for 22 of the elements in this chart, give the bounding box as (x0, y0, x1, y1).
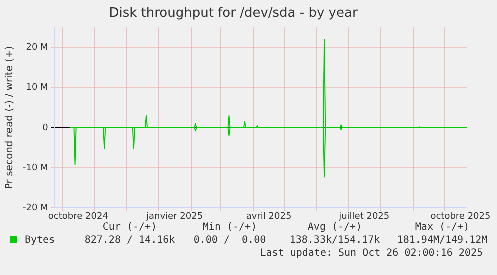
y-tick-label: 0 (42, 123, 49, 134)
legend-label: Bytes (24, 235, 56, 246)
y-tick-label: 20 M (26, 43, 48, 54)
y-tick-label: -20 M (23, 204, 48, 214)
text: 138.33k/154.17k (288, 235, 382, 246)
text: 0.00 / 0.00 (192, 235, 268, 246)
text: Last update: Sun Oct 26 02:00:16 2025 (259, 248, 483, 259)
x-tick-label: octobre 2025 (430, 212, 491, 222)
text: Min (-/+) (202, 222, 258, 233)
chart-title: Disk throughput for /dev/sda - by year (109, 6, 358, 22)
text: Avg (-/+) (306, 222, 364, 233)
x-tick-label: avril 2025 (246, 212, 292, 222)
x-tick-label: juillet 2025 (338, 212, 390, 222)
text: 827.28 / 14.16k (84, 235, 176, 246)
y-tick-label: 10 M (26, 83, 48, 94)
text: Max (-/+) (414, 222, 471, 233)
x-tick-label: octobre 2024 (48, 212, 109, 222)
y-tick-label: -10 M (23, 163, 48, 174)
y-axis-title: Pr second read (-) / write (+) (4, 46, 16, 190)
text: 181.94M/149.12M (396, 235, 489, 246)
text: Cur (-/+) (102, 222, 158, 233)
x-tick-label: janvier 2025 (145, 212, 204, 222)
